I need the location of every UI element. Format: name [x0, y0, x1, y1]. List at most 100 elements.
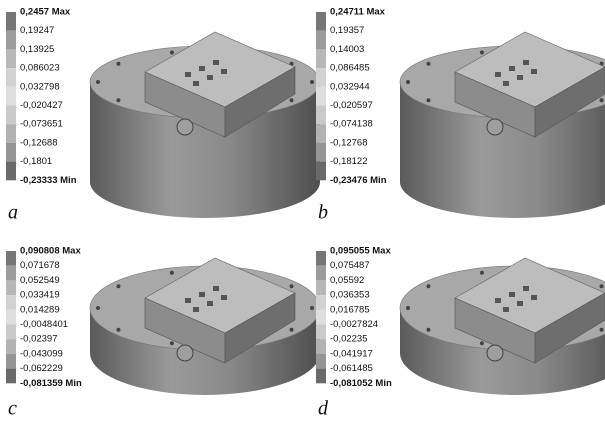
legend-swatch: [6, 31, 16, 50]
legend-label: -0,062229: [20, 363, 63, 374]
panel-caption: c: [8, 398, 17, 420]
legend-label: -0,074138: [330, 119, 373, 130]
slot: [495, 298, 501, 303]
legend-swatch: [316, 339, 326, 354]
bolt-hole: [170, 271, 174, 275]
legend-label: 0,2457 Max: [20, 7, 71, 18]
bolt-hole: [600, 284, 604, 288]
legend-swatch: [6, 295, 16, 310]
bolt-hole: [426, 284, 430, 288]
legend-swatch: [316, 31, 326, 50]
legend-swatch: [316, 87, 326, 106]
bolt-hole: [290, 98, 294, 102]
legend-swatch: [6, 280, 16, 295]
legend-label: -0,081359 Min: [20, 378, 82, 389]
legend-label: 0,05592: [330, 275, 364, 286]
bolt-hole: [426, 328, 430, 332]
legend-swatch: [6, 143, 16, 162]
bolt-hole: [116, 284, 120, 288]
legend-swatch: [6, 124, 16, 143]
legend-label: 0,052549: [20, 275, 60, 286]
bolt-hole: [310, 80, 314, 84]
legend-label: -0,02397: [20, 334, 58, 345]
bolt-hole: [116, 62, 120, 66]
legend-label: 0,071678: [20, 260, 60, 271]
legend-swatch: [316, 124, 326, 143]
slot: [517, 301, 523, 306]
legend-label: -0,18122: [330, 156, 368, 167]
panel: 0,090808 Max0,0716780,0525490,0334190,01…: [6, 246, 320, 420]
slot: [185, 298, 191, 303]
slot: [213, 60, 219, 65]
legend-label: -0,02235: [330, 334, 368, 345]
legend-label: -0,020427: [20, 100, 63, 111]
legend-label: 0,19247: [20, 25, 54, 36]
legend-swatch: [316, 295, 326, 310]
bolt-hole: [600, 98, 604, 102]
legend-label: 0,036353: [330, 290, 370, 301]
slot: [531, 295, 537, 300]
slot: [509, 66, 515, 71]
slot: [207, 75, 213, 80]
panel: 0,24711 Max0,193570,140030,0864850,03294…: [316, 7, 605, 224]
pin: [487, 345, 503, 361]
legend-label: 0,014289: [20, 304, 60, 315]
legend-swatch: [6, 369, 16, 384]
legend-swatch: [6, 266, 16, 281]
slot: [221, 69, 227, 74]
slot: [193, 81, 199, 86]
pin: [177, 345, 193, 361]
legend-swatch: [316, 143, 326, 162]
legend-swatch: [316, 354, 326, 369]
legend-swatch: [316, 68, 326, 87]
bolt-hole: [170, 341, 174, 345]
legend-swatch: [316, 162, 326, 181]
legend-swatch: [6, 339, 16, 354]
legend-label: -0,23333 Min: [20, 175, 77, 186]
figure: 0,2457 Max0,192470,139250,0860230,032798…: [0, 0, 605, 427]
legend-label: 0,19357: [330, 25, 364, 36]
legend-label: -0,1801: [20, 156, 52, 167]
bolt-hole: [310, 306, 314, 310]
legend-swatch: [316, 280, 326, 295]
legend-swatch: [316, 49, 326, 68]
legend-label: -0,020597: [330, 100, 373, 111]
legend-swatch: [316, 266, 326, 281]
bolt-hole: [290, 328, 294, 332]
legend-label: -0,081052 Min: [330, 378, 392, 389]
legend-swatch: [6, 354, 16, 369]
slot: [523, 60, 529, 65]
slot: [193, 307, 199, 312]
bolt-hole: [480, 271, 484, 275]
legend-label: -0,23476 Min: [330, 175, 387, 186]
slot: [207, 301, 213, 306]
legend-label: -0,0027824: [330, 319, 378, 330]
legend-label: -0,12768: [330, 137, 368, 148]
bolt-hole: [116, 98, 120, 102]
bolt-hole: [96, 80, 100, 84]
bolt-hole: [170, 51, 174, 55]
slot: [495, 72, 501, 77]
slot: [185, 72, 191, 77]
legend-swatch: [6, 106, 16, 125]
legend-label: 0,095055 Max: [330, 246, 391, 257]
legend-swatch: [6, 49, 16, 68]
legend-swatch: [6, 162, 16, 181]
legend-label: 0,032944: [330, 81, 370, 92]
slot: [503, 307, 509, 312]
legend-label: -0,041917: [330, 348, 373, 359]
legend-swatch: [316, 12, 326, 31]
bolt-hole: [406, 80, 410, 84]
legend-label: -0,061485: [330, 363, 373, 374]
bolt-hole: [480, 51, 484, 55]
slot: [199, 292, 205, 297]
legend-label: 0,14003: [330, 44, 364, 55]
slot: [531, 69, 537, 74]
legend-swatch: [316, 106, 326, 125]
bolt-hole: [426, 98, 430, 102]
legend-label: 0,13925: [20, 44, 54, 55]
legend-label: -0,0048401: [20, 319, 68, 330]
slot: [221, 295, 227, 300]
panel: 0,095055 Max0,0754870,055920,0363530,016…: [316, 246, 605, 420]
legend-swatch: [316, 251, 326, 266]
